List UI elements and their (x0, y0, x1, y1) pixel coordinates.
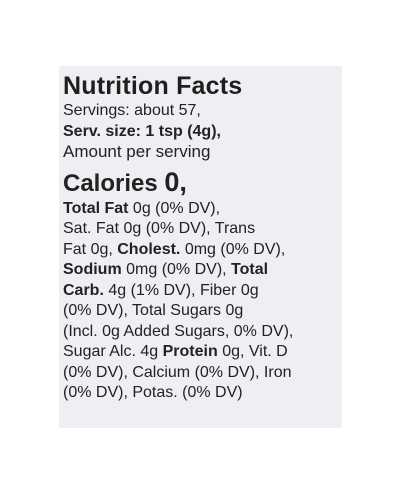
nutrient-line: Fat 0g, Cholest. 0mg (0% DV), (63, 240, 339, 261)
nutrient-line: Sat. Fat 0g (0% DV), Trans (63, 219, 339, 240)
nutrient-text: 0g (0% DV), (128, 199, 221, 217)
serving-size-line: Serv. size: 1 tsp (4g), (63, 122, 221, 140)
nutrient-text: Sugar Alc. 4g (63, 343, 163, 360)
nutrient-name: Sodium (63, 261, 122, 278)
nutrient-line: (Incl. 0g Added Sugars, 0% DV), (63, 322, 339, 343)
nutrient-text: Fat 0g, (63, 240, 118, 258)
nutrient-text: 0g, Vit. D (217, 343, 288, 360)
calories-row: Calories 0, (63, 167, 339, 199)
nutrient-line: (0% DV), Calcium (0% DV), Iron (63, 363, 339, 384)
nutrient-name: Cholest. (117, 240, 181, 258)
nutrient-name: Total (231, 261, 269, 278)
nutrient-text: Sat. Fat 0g (0% DV), Trans (63, 220, 256, 237)
nutrient-text: 4g (1% DV), Fiber 0g (103, 281, 259, 299)
nutrient-line: Sodium 0mg (0% DV), Total (63, 260, 339, 281)
nutrient-name: Total Fat (63, 199, 129, 217)
nutrition-label-panel: Nutrition Facts Servings: about 57, Serv… (59, 66, 342, 428)
nutrient-name: Protein (162, 343, 218, 360)
nutrient-line: (0% DV), Potas. (0% DV) (63, 383, 339, 404)
nutrient-line: (0% DV), Total Sugars 0g (63, 301, 339, 322)
calories-label: Calories (63, 169, 158, 197)
nutrient-text: (Incl. 0g Added Sugars, 0% DV), (63, 322, 294, 340)
nutrient-details: Total Fat 0g (0% DV), Sat. Fat 0g (0% DV)… (63, 199, 339, 404)
nutrient-text: (0% DV), Potas. (0% DV) (63, 384, 243, 401)
nutrition-facts-label: Nutrition Facts Servings: about 57, Serv… (63, 72, 339, 404)
nutrient-line: Total Fat 0g (0% DV), (63, 199, 339, 220)
servings-line: Servings: about 57, (63, 102, 201, 119)
nutrient-text: (0% DV), Calcium (0% DV), Iron (63, 363, 292, 381)
nutrient-line: Carb. 4g (1% DV), Fiber 0g (63, 281, 339, 302)
nutrient-name: Carb. (63, 281, 104, 299)
nutrient-text: (0% DV), Total Sugars 0g (63, 302, 244, 319)
nutrient-text: 0mg (0% DV), (121, 261, 232, 278)
amount-per-serving-line: Amount per serving (63, 142, 211, 161)
nutrient-line: Sugar Alc. 4g Protein 0g, Vit. D (63, 342, 339, 363)
nutrition-facts-title: Nutrition Facts (63, 72, 243, 100)
nutrient-text: 0mg (0% DV), (180, 240, 286, 258)
calories-value: 0, (164, 166, 187, 197)
